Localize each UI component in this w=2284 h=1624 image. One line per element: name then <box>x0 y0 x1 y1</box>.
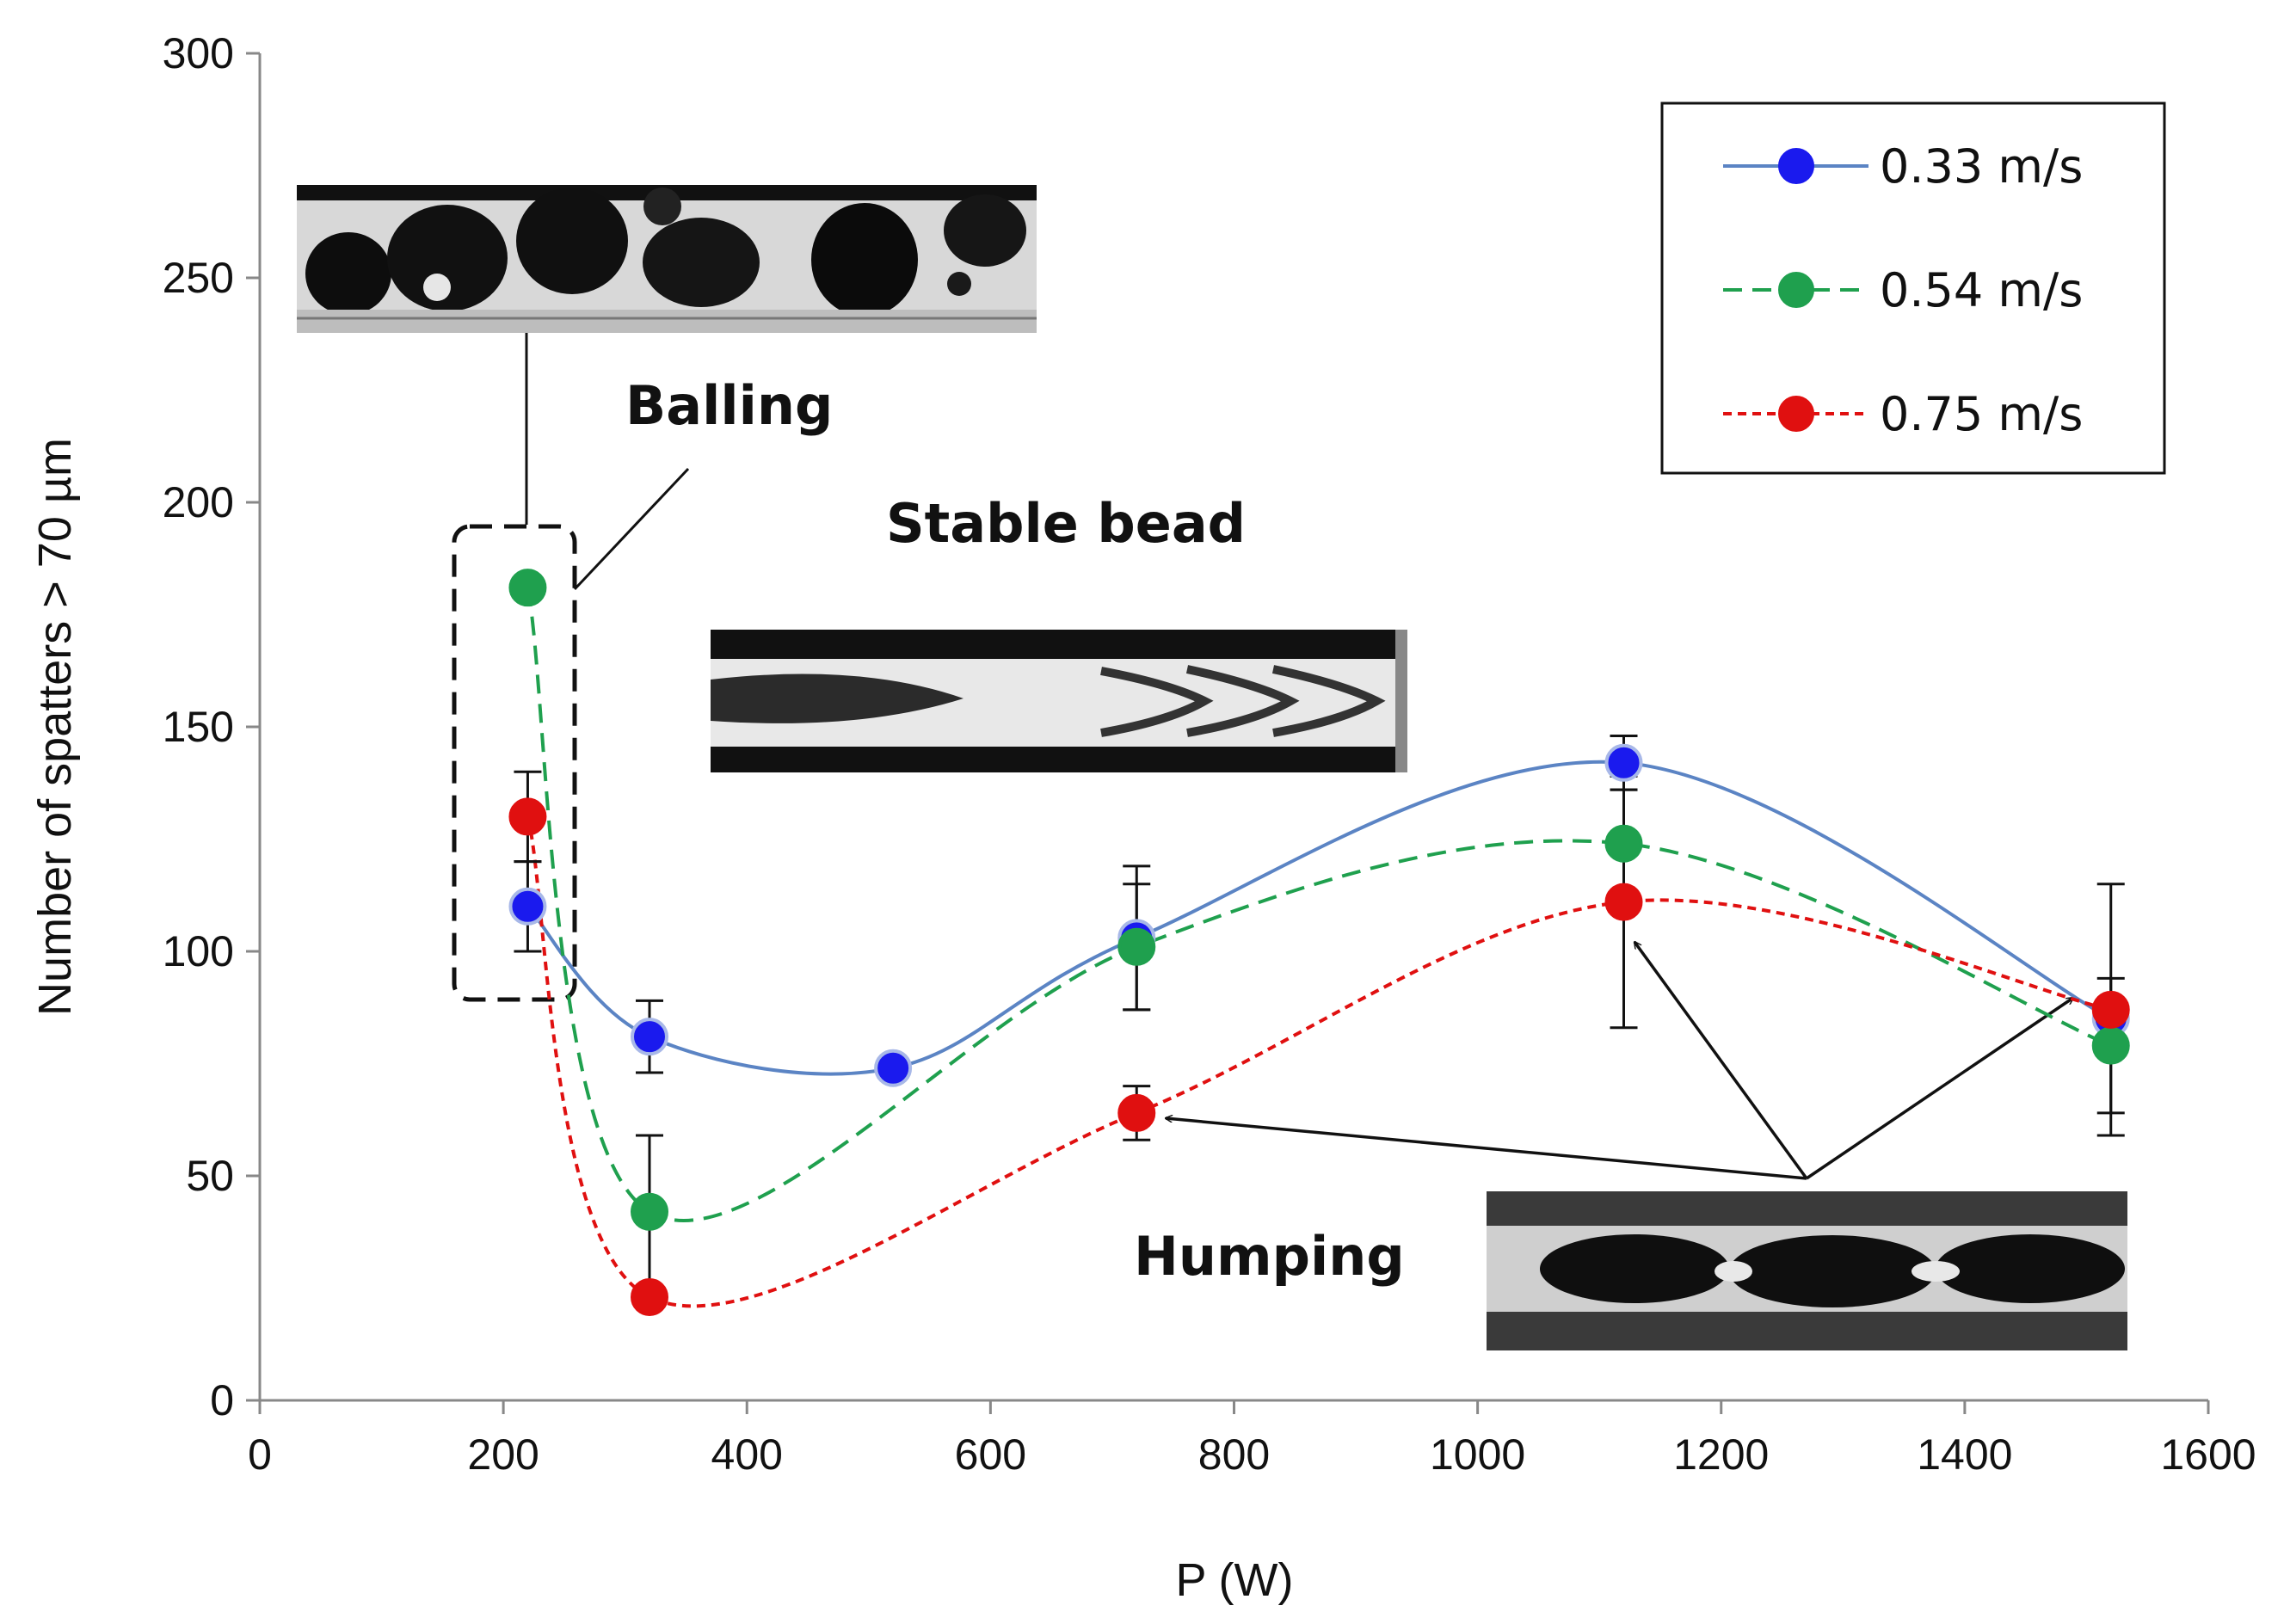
x-tick-label: 800 <box>1198 1430 1270 1479</box>
data-point-054 <box>1604 824 1643 863</box>
x-tick-label: 600 <box>955 1430 1026 1479</box>
series-line-054 <box>526 587 2112 1222</box>
y-ticks: 0 50 100 150 200 250 300 <box>163 29 260 1424</box>
humping-micrograph <box>1487 1191 2127 1350</box>
x-ticks: 0 200 400 600 800 1000 1200 1400 1600 <box>248 1400 2256 1479</box>
data-point-075 <box>1117 1093 1156 1132</box>
y-tick-label: 150 <box>163 703 234 751</box>
annotation-balling: Balling <box>625 374 833 437</box>
series-line-033 <box>526 760 2112 1076</box>
y-tick-label: 0 <box>210 1376 234 1424</box>
data-point-033 <box>508 887 547 926</box>
annotation-humping: Humping <box>1134 1225 1405 1288</box>
y-tick-label: 200 <box>163 478 234 526</box>
x-tick-label: 1000 <box>1430 1430 1525 1479</box>
data-point-054 <box>2091 1026 2130 1065</box>
legend-items: 0.33 m/s 0.54 m/s 0.75 m/s <box>1723 139 2083 441</box>
legend-marker-054 <box>1778 272 1814 308</box>
data-points <box>508 569 2130 1316</box>
y-tick-label: 250 <box>163 254 234 302</box>
annotation-stable-bead: Stable bead <box>886 492 1246 555</box>
x-axis-title: P (W) <box>1176 1554 1294 1606</box>
legend-label-054: 0.54 m/s <box>1880 263 2083 317</box>
y-tick-label: 50 <box>186 1152 234 1200</box>
x-tick-label: 200 <box>467 1430 539 1479</box>
data-point-075 <box>631 1277 668 1316</box>
x-tick-label: 1200 <box>1673 1430 1769 1479</box>
data-point-054 <box>631 1192 668 1231</box>
data-point-075 <box>508 797 547 836</box>
x-tick-label: 1400 <box>1917 1430 2012 1479</box>
data-point-033 <box>874 1049 913 1087</box>
stable-bead-micrograph <box>711 630 1407 772</box>
x-tick-label: 1600 <box>2160 1430 2256 1479</box>
humping-arrow-to-1120 <box>1635 942 1808 1180</box>
legend: 0.33 m/s 0.54 m/s 0.75 m/s <box>1660 102 2166 475</box>
humping-arrow-to-720 <box>1166 1118 1807 1180</box>
data-point-054 <box>508 569 547 607</box>
x-tick-label: 400 <box>711 1430 783 1479</box>
legend-marker-075 <box>1778 396 1814 432</box>
legend-marker-033 <box>1778 148 1814 184</box>
data-point-075 <box>2091 990 2130 1029</box>
y-axis-title: Number of spatters > 70 µm <box>29 438 81 1016</box>
balling-micrograph <box>297 185 1037 333</box>
data-point-033 <box>1604 743 1643 782</box>
data-point-033 <box>631 1018 668 1056</box>
balling-box-pointer <box>573 467 690 591</box>
balling-box <box>452 524 577 1002</box>
data-point-054 <box>1117 927 1156 966</box>
x-tick-label: 0 <box>248 1430 272 1479</box>
y-tick-label: 300 <box>163 29 234 77</box>
legend-label-033: 0.33 m/s <box>1880 139 2083 194</box>
humping-arrows <box>1166 942 2073 1180</box>
y-tick-label: 100 <box>163 927 234 975</box>
humping-arrow-to-1520 <box>1806 996 2073 1180</box>
legend-label-075: 0.75 m/s <box>1880 387 2083 441</box>
data-point-075 <box>1604 883 1643 921</box>
